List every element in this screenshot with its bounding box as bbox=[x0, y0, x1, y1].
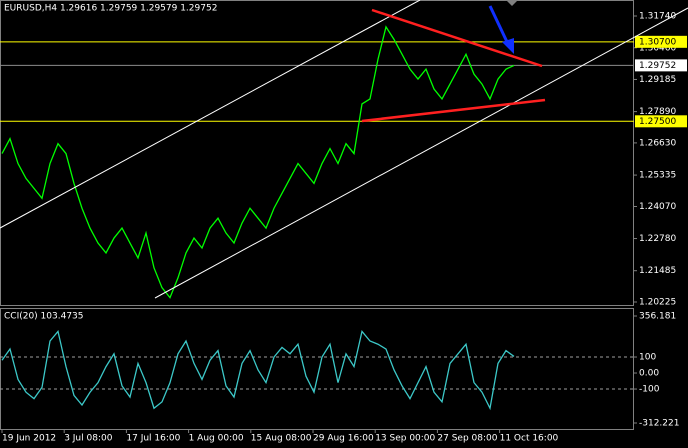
triangle-lower bbox=[361, 98, 546, 123]
level-label-box bbox=[635, 59, 687, 72]
y-tick-label: 1.30460 bbox=[639, 43, 676, 53]
level-label-box bbox=[635, 35, 687, 48]
x-tick-label: 1 Aug 00:00 bbox=[189, 434, 244, 444]
series-line bbox=[1, 329, 515, 411]
x-tick-label: 17 Jul 16:00 bbox=[126, 434, 180, 444]
x-tick-label: 3 Jul 08:00 bbox=[64, 434, 113, 444]
x-tick-label: 29 Aug 16:00 bbox=[313, 434, 374, 444]
y-tick-label: 1.21485 bbox=[639, 266, 676, 276]
arrow-head bbox=[502, 38, 514, 54]
y-tick-label: 1.31740 bbox=[639, 11, 676, 21]
arrow-shaft bbox=[488, 5, 510, 45]
x-tick-label: 19 Jun 2012 bbox=[2, 434, 56, 444]
y-tick-label: -100 bbox=[639, 385, 660, 395]
cci-frame bbox=[0, 308, 634, 430]
y-tick-label: 1.22780 bbox=[639, 234, 676, 244]
level-label: 1.29752 bbox=[639, 61, 676, 71]
x-tick-label: 27 Sep 08:00 bbox=[437, 434, 497, 444]
channel-lower bbox=[154, 7, 688, 299]
triangle-upper bbox=[371, 8, 543, 68]
price-panel: 1.31740 1.30460 1.29185 1.27890 1.26630 1.253… bbox=[0, 11, 687, 444]
y-tick-label: 1.25335 bbox=[639, 171, 676, 181]
x-tick-label: 15 Aug 08:00 bbox=[251, 434, 312, 444]
price-frame bbox=[0, 0, 634, 306]
level-label: 1.30700 bbox=[639, 37, 676, 47]
y-tick-label: 1.29185 bbox=[639, 75, 676, 85]
level-label: 1.27500 bbox=[639, 117, 676, 127]
shift-marker bbox=[506, 0, 518, 6]
channel-upper bbox=[0, 0, 421, 229]
y-tick-label: -312.221 bbox=[639, 418, 679, 428]
y-tick-label: 0.00 bbox=[639, 369, 659, 379]
y-tick-label: 1.24070 bbox=[639, 202, 676, 212]
y-tick-label: 1.27890 bbox=[639, 107, 676, 117]
x-tick-label: 11 Oct 16:00 bbox=[500, 434, 559, 444]
annotations bbox=[0, 0, 688, 299]
x-tick-label: 13 Sep 00:00 bbox=[375, 434, 435, 444]
cci-header: CCI(20) 103.4735 bbox=[4, 312, 84, 322]
level-label-box bbox=[635, 115, 687, 128]
y-tick-label: 1.26630 bbox=[639, 138, 676, 148]
y-tick-label: 1.20225 bbox=[639, 297, 676, 307]
cci-panel: 356.181 100 0.00 -100 -312.221 bbox=[0, 312, 679, 428]
chart-header: EURUSD,H4 1.29616 1.29759 1.29579 1.2975… bbox=[4, 4, 217, 14]
y-tick-label: 100 bbox=[639, 353, 656, 363]
series-line bbox=[1, 25, 515, 299]
y-tick-label: 356.181 bbox=[639, 312, 676, 322]
